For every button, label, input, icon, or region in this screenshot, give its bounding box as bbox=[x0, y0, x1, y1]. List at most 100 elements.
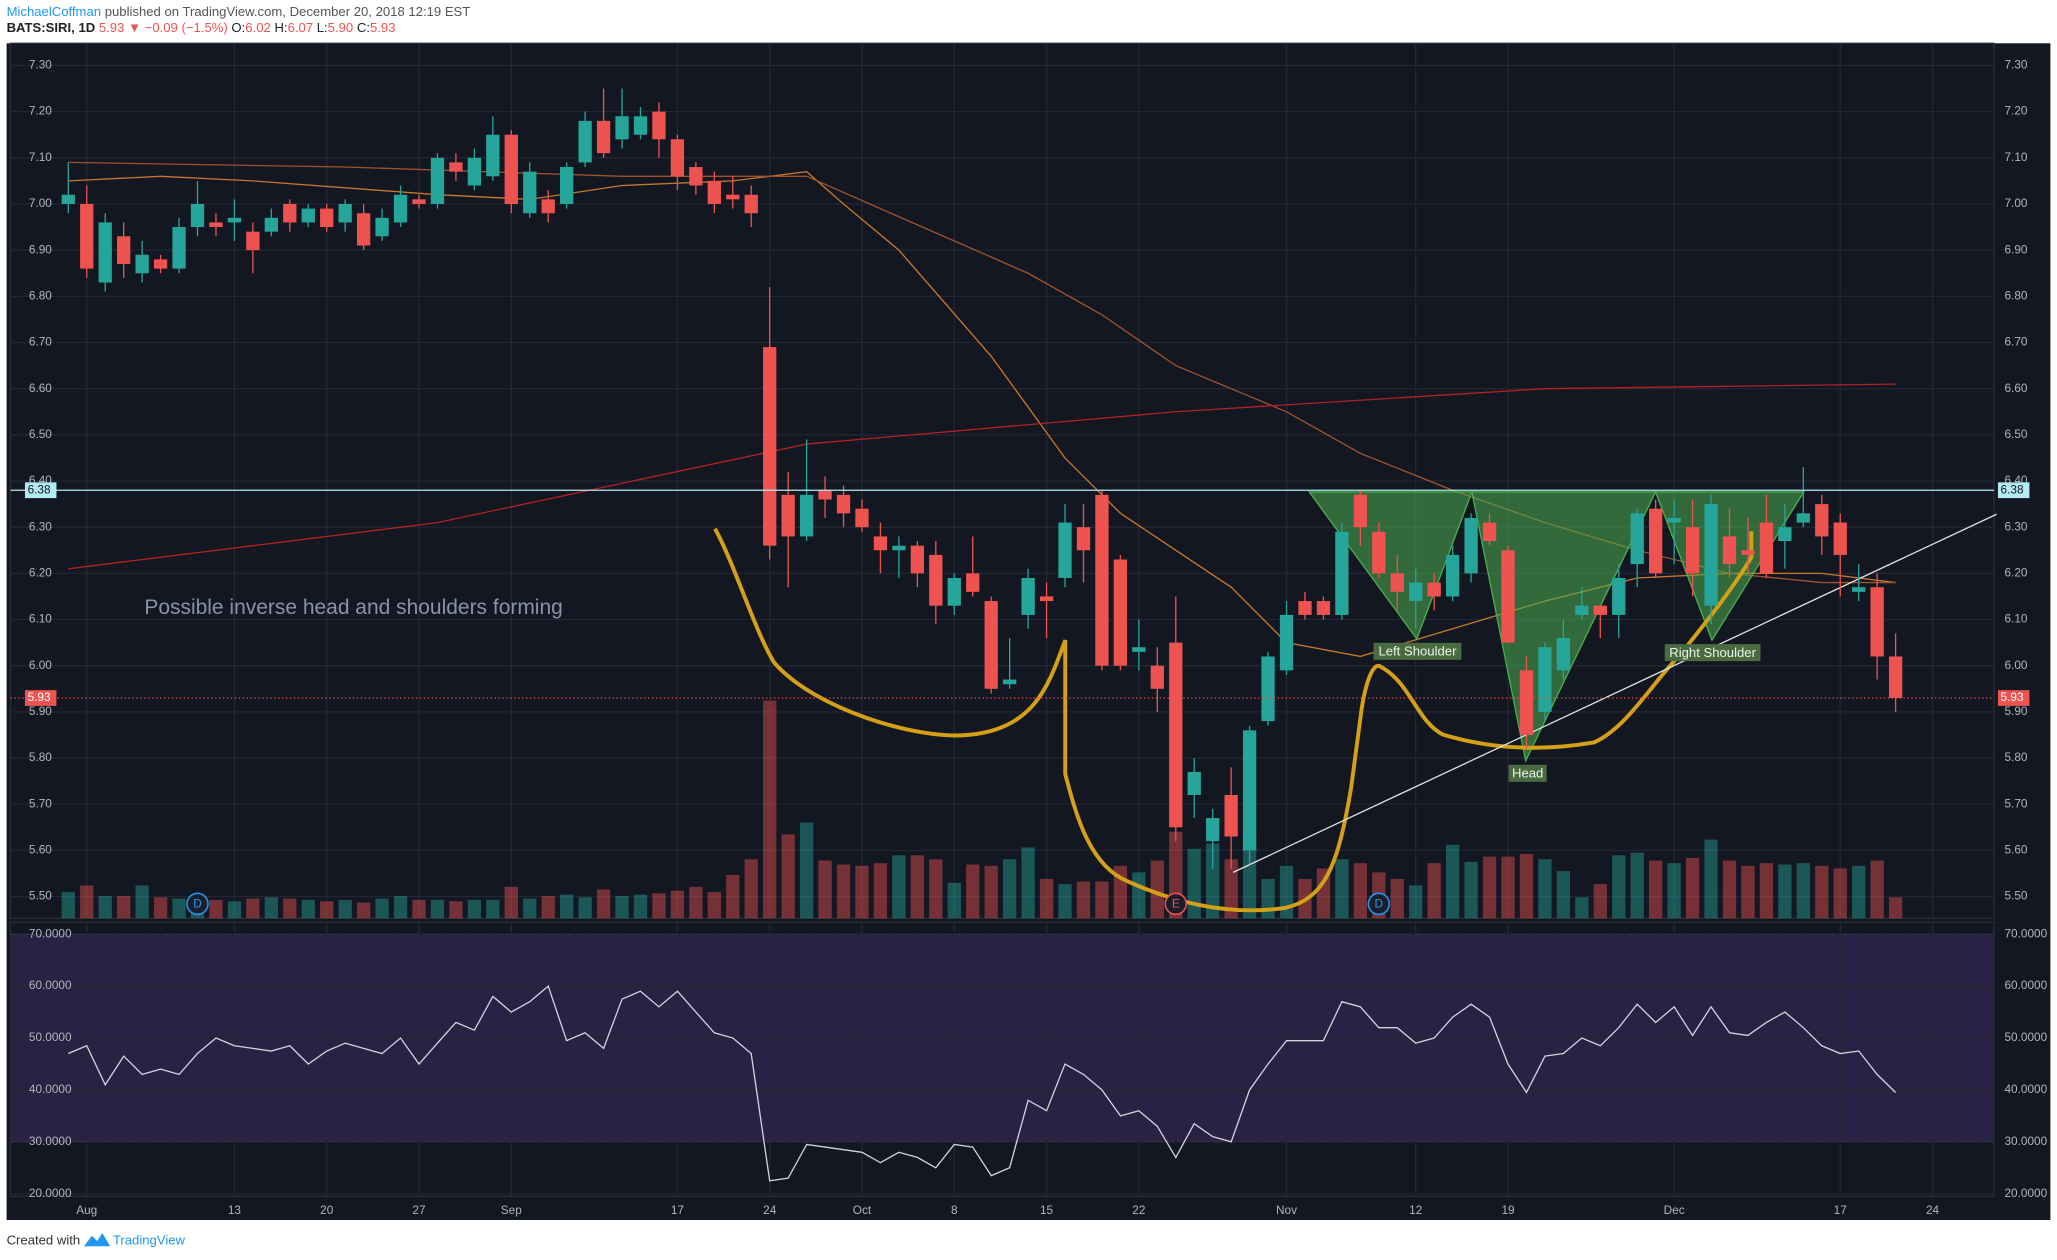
volume-bar bbox=[1538, 859, 1552, 919]
volume-bar bbox=[61, 892, 75, 919]
candle-body bbox=[227, 217, 242, 223]
candle-body bbox=[1722, 536, 1737, 565]
candle-body bbox=[1796, 513, 1810, 523]
volume-bar bbox=[781, 834, 795, 919]
candle-body bbox=[1519, 670, 1534, 735]
volume-bar bbox=[135, 885, 149, 919]
candle-body bbox=[393, 194, 408, 223]
y-tick-label: 5.60 bbox=[29, 843, 52, 857]
level-label-bg bbox=[1997, 690, 2030, 706]
candle-body bbox=[929, 554, 943, 606]
y-tick-label: 70.0000 bbox=[29, 926, 72, 940]
volume-bar bbox=[855, 865, 869, 919]
x-tick-label: 20 bbox=[320, 1203, 334, 1217]
volume-bar bbox=[707, 892, 721, 919]
author[interactable]: MichaelCoffman bbox=[7, 5, 101, 20]
price-layer: 5.50 5.50 5.60 5.60 5.70 5.70 5.80 5.80 5.90 5.90… bbox=[10, 58, 2048, 1217]
y-tick-label: 7.10 bbox=[29, 150, 52, 164]
volume-bar bbox=[117, 895, 131, 919]
volume-bar bbox=[1722, 860, 1737, 919]
volume-bar bbox=[98, 895, 112, 919]
candle-body bbox=[1279, 614, 1294, 671]
candle-body bbox=[412, 199, 426, 204]
x-tick-label: 22 bbox=[1132, 1203, 1145, 1217]
candle-body bbox=[818, 490, 832, 500]
volume-bar bbox=[1039, 878, 1054, 919]
volume-bar bbox=[209, 899, 223, 919]
candle-body bbox=[523, 171, 537, 214]
candle-body bbox=[135, 254, 149, 274]
volume-bar bbox=[1556, 871, 1571, 919]
candle-body bbox=[430, 157, 445, 204]
y-tick-label: 5.60 bbox=[2004, 843, 2027, 857]
logo bbox=[83, 1233, 111, 1247]
candle-body bbox=[1372, 531, 1386, 574]
c-label: C: bbox=[357, 20, 370, 35]
brand[interactable]: TradingView bbox=[113, 1232, 186, 1247]
left-shoulder-triangle bbox=[1307, 491, 1473, 641]
annotation: Possible inverse head and shoulders form… bbox=[144, 596, 562, 619]
volume-bar bbox=[892, 855, 906, 919]
y-tick-label: 5.90 bbox=[29, 704, 52, 718]
volume-bar bbox=[1685, 857, 1700, 919]
candle-body bbox=[1224, 794, 1238, 837]
candle-body bbox=[1759, 522, 1774, 574]
y-tick-label: 6.90 bbox=[29, 242, 52, 256]
volume-bar bbox=[283, 898, 297, 919]
candle-body bbox=[1021, 577, 1035, 615]
volume-bar bbox=[836, 864, 851, 919]
y-tick-label: 6.20 bbox=[29, 565, 52, 579]
volume-bar bbox=[320, 901, 334, 919]
footer: Created with TradingView bbox=[7, 1232, 186, 1247]
y-tick-label: 7.00 bbox=[29, 196, 52, 210]
volume-bar bbox=[264, 897, 278, 919]
volume-bar bbox=[744, 859, 758, 919]
volume-bar bbox=[1058, 884, 1072, 919]
candle-body bbox=[1593, 605, 1607, 615]
event-label: D bbox=[1375, 897, 1384, 911]
volume-bar bbox=[1741, 865, 1755, 919]
l-label: L: bbox=[317, 20, 328, 35]
level-label: 6.38 bbox=[2001, 482, 2024, 496]
candle-body bbox=[504, 134, 518, 204]
y-tick-label: 6.50 bbox=[29, 427, 52, 441]
y-tick-label: 7.10 bbox=[2004, 150, 2027, 164]
event-label: E bbox=[1172, 897, 1180, 911]
candle-body bbox=[80, 203, 94, 269]
volume-bar bbox=[1630, 852, 1644, 919]
candle-body bbox=[320, 208, 334, 228]
level-label-bg bbox=[1997, 482, 2030, 499]
volume-bar bbox=[430, 899, 445, 919]
candle-body bbox=[947, 577, 961, 606]
y-tick-label: 6.30 bbox=[2004, 519, 2027, 533]
candle-body bbox=[1649, 508, 1663, 574]
candle-body bbox=[1390, 573, 1404, 592]
volume-bar bbox=[1612, 855, 1626, 919]
volume-bar bbox=[1150, 860, 1164, 919]
volume-bar bbox=[873, 863, 888, 919]
candle-body bbox=[1003, 679, 1017, 685]
volume-bar bbox=[1003, 859, 1017, 919]
volume-bar bbox=[1852, 865, 1866, 919]
volume-bar bbox=[947, 882, 961, 919]
candle-body bbox=[1039, 596, 1054, 602]
volume-bar bbox=[1704, 839, 1718, 919]
candle-body bbox=[1409, 582, 1423, 602]
candle-body bbox=[375, 217, 389, 237]
x-tick-label: 17 bbox=[1834, 1203, 1847, 1217]
candle-body bbox=[633, 116, 648, 135]
volume-bar bbox=[1390, 878, 1404, 919]
h-value: 6.07 bbox=[288, 20, 314, 35]
x-tick-label: Dec bbox=[1664, 1203, 1685, 1217]
last: 5.93 bbox=[99, 20, 125, 35]
level-label: 5.93 bbox=[28, 690, 51, 704]
candle-body bbox=[1316, 601, 1331, 615]
event-marker bbox=[186, 892, 209, 916]
candle-body bbox=[1095, 494, 1109, 666]
event-marker bbox=[1164, 892, 1188, 916]
x-tick-label: 24 bbox=[763, 1203, 777, 1217]
volume-bar bbox=[1593, 884, 1607, 919]
candle-body bbox=[190, 203, 205, 228]
volume-bar bbox=[1261, 878, 1275, 919]
candle-body bbox=[1242, 730, 1257, 851]
